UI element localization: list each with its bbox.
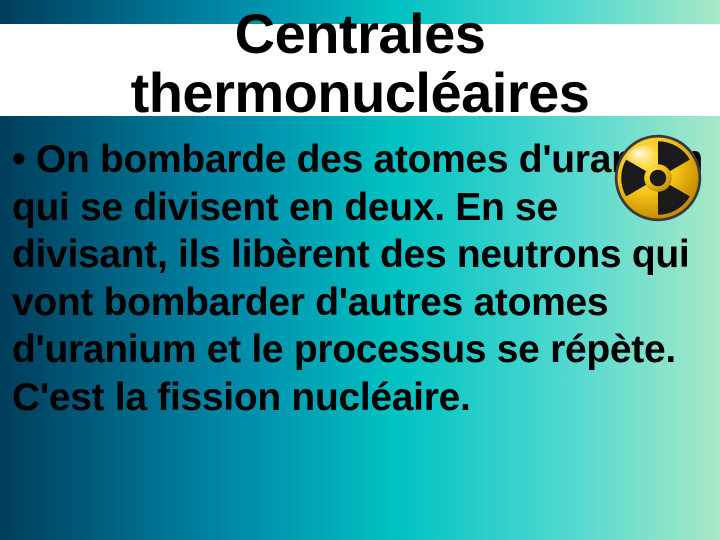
- slide-body-bullet: • On bombarde des atomes d'uranium qui s…: [12, 136, 712, 421]
- radiation-hazard-icon: [612, 132, 704, 224]
- slide-title: Centrales thermonucléaires: [0, 4, 720, 123]
- bullet-marker: •: [12, 138, 25, 181]
- slide-body-text: On bombarde des atomes d'uranium qui se …: [12, 138, 703, 419]
